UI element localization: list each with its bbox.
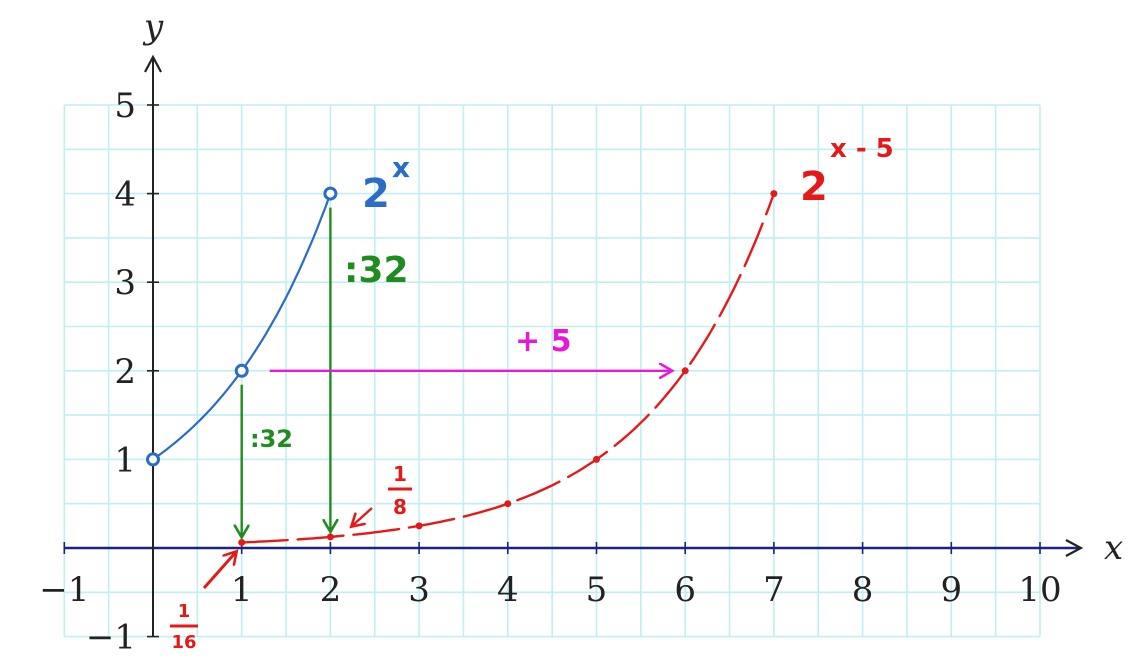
plus5-label: + 5 <box>515 324 571 359</box>
x-tick-label: 2 <box>320 570 342 610</box>
x-tick-label: 6 <box>674 570 696 610</box>
series-2x5-point <box>415 522 423 530</box>
y-axis-label: y <box>142 7 164 47</box>
x-tick-label: −1 <box>39 570 89 610</box>
series-2x5-point <box>681 367 689 375</box>
series-2x-point <box>146 452 160 467</box>
y-tick-label: 5 <box>114 86 136 126</box>
series-layer <box>146 186 778 546</box>
series-label-2x-exponent: x <box>392 151 410 184</box>
div32-label-upper: :32 <box>344 250 409 291</box>
y-tick-label: 3 <box>114 263 136 303</box>
fraction-1-8-denominator: 8 <box>393 495 407 519</box>
series-2x-point <box>323 186 338 201</box>
y-tick-label: 4 <box>114 175 136 215</box>
fraction-1-16-denominator: 16 <box>171 632 196 653</box>
series-2x5-point <box>770 190 778 198</box>
series-2x-point <box>234 363 249 378</box>
fraction-1-16-arrow <box>202 552 236 589</box>
series-2x5-point <box>238 538 246 546</box>
x-tick-label: 5 <box>586 570 608 610</box>
x-tick-label: 4 <box>497 570 519 610</box>
x-tick-label: 8 <box>852 570 874 610</box>
fraction-1-8-arrow <box>352 507 373 526</box>
series-label-2x5-exponent: x - 5 <box>830 134 894 164</box>
fraction-1-16-numerator: 1 <box>178 601 191 622</box>
x-tick-label: 10 <box>1018 570 1061 610</box>
series-label-2x-base: 2 <box>362 171 390 217</box>
series-2x5-point <box>504 500 512 508</box>
div32-label-lower: :32 <box>250 425 293 453</box>
x-tick-label: 1 <box>231 570 253 610</box>
annotations-layer <box>202 207 671 589</box>
x-tick-label: 9 <box>940 570 962 610</box>
x-tick-label: 3 <box>408 570 430 610</box>
fraction-1-8-numerator: 1 <box>393 462 407 486</box>
axes <box>63 54 1084 638</box>
series-label-2x5-base: 2 <box>800 164 828 210</box>
y-tick-label: 1 <box>114 440 136 480</box>
y-tick-label: 2 <box>114 352 136 392</box>
x-axis-label: x <box>1104 528 1123 568</box>
series-2x5-point <box>326 533 334 541</box>
x-tick-label: 7 <box>763 570 785 610</box>
tick-labels: −1 1 2 3 4 5 6 7 8 9 10 −1 1 2 3 4 5 <box>39 86 1061 658</box>
series-2x5-point <box>593 455 600 463</box>
y-tick-label: −1 <box>86 618 136 658</box>
